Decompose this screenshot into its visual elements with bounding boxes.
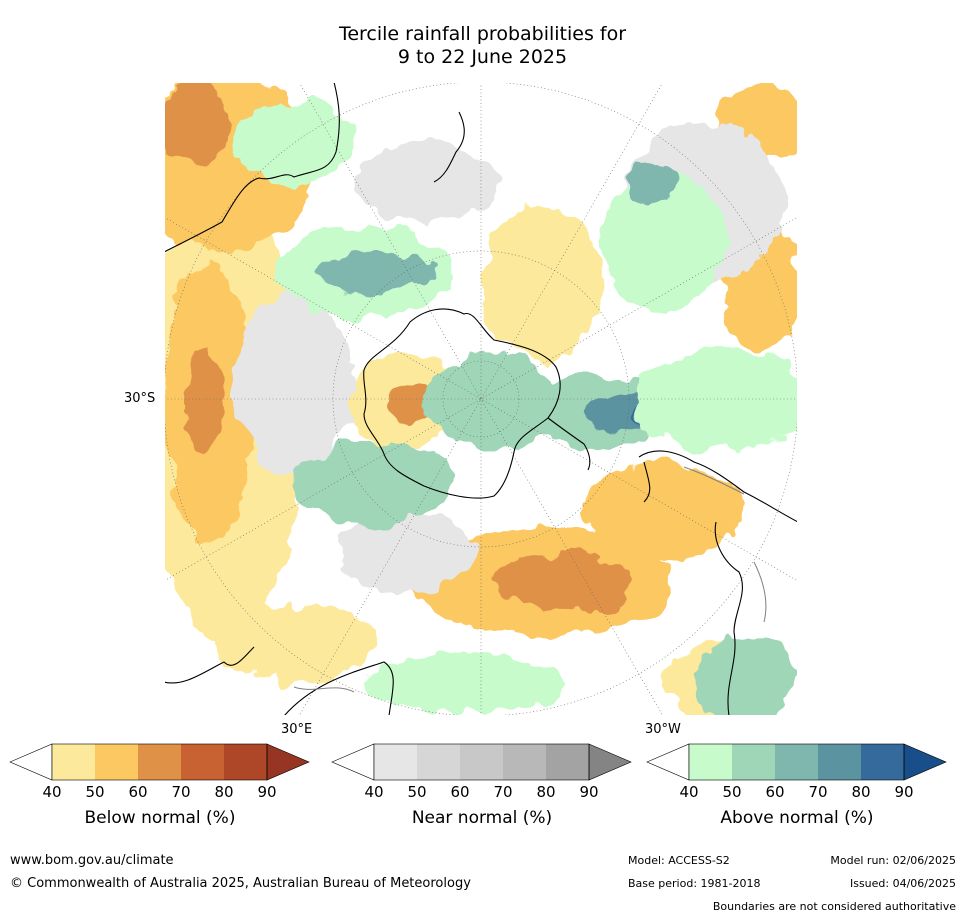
colorbar-swatch — [224, 744, 267, 780]
issued-date: Issued: 04/06/2025 — [849, 877, 956, 890]
colorbar-under-arrow — [331, 743, 375, 781]
model-name: Model: ACCESS-S2 — [628, 854, 730, 867]
colorbar-tick: 80 — [536, 783, 556, 801]
country-borders — [293, 466, 767, 693]
map-title-line-1: Tercile rainfall probabilities for — [338, 23, 627, 45]
colorbar-over-arrow — [266, 743, 310, 781]
longitude-label-30w: 30°W — [645, 722, 681, 737]
colorbar-tick: 90 — [894, 783, 914, 801]
colorbar-tick: 70 — [171, 783, 191, 801]
website-link[interactable]: www.bom.gov.au/climate — [10, 853, 174, 868]
colorbar-tick: 60 — [450, 783, 470, 801]
colorbar-tick: 40 — [42, 783, 62, 801]
colorbar-swatch — [818, 744, 861, 780]
colorbar-tick: 40 — [679, 783, 699, 801]
longitude-label-30e: 30°E — [281, 722, 313, 737]
map-title-line-2: 9 to 22 June 2025 — [397, 46, 568, 68]
colorbar-tick: 60 — [765, 783, 785, 801]
base-period: Base period: 1981-2018 — [628, 877, 761, 890]
colorbar-swatch — [503, 744, 546, 780]
colorbar-swatch — [861, 744, 904, 780]
colorbar-tick: 50 — [85, 783, 105, 801]
map-graticule — [164, 82, 798, 716]
colorbar-tick: 70 — [493, 783, 513, 801]
colorbar-label-near-normal: Near normal (%) — [411, 808, 553, 828]
latitude-label-30s: 30°S — [124, 391, 156, 406]
probability-fields — [164, 82, 798, 716]
colorbar-tick: 40 — [364, 783, 384, 801]
colorbar-swatch — [417, 744, 460, 780]
colorbar-swatch — [52, 744, 95, 780]
colorbar-tick: 90 — [257, 783, 277, 801]
probability-map — [164, 82, 798, 716]
colorbar-swatch — [732, 744, 775, 780]
colorbar-over-arrow — [588, 743, 632, 781]
colorbar-above-normal — [646, 743, 947, 781]
colorbar-under-arrow — [646, 743, 690, 781]
colorbar-label-below-normal: Below normal (%) — [84, 808, 236, 828]
colorbar-tick: 80 — [214, 783, 234, 801]
colorbar-swatch — [460, 744, 503, 780]
colorbar-tick: 60 — [128, 783, 148, 801]
colorbar-below-normal — [9, 743, 310, 781]
colorbar-swatch — [181, 744, 224, 780]
colorbar-tick: 50 — [722, 783, 742, 801]
colorbar-swatch — [546, 744, 589, 780]
colorbar-label-above-normal: Above normal (%) — [720, 808, 874, 828]
colorbar-swatch — [95, 744, 138, 780]
colorbar-under-arrow — [9, 743, 53, 781]
model-run-date: Model run: 02/06/2025 — [830, 854, 956, 867]
coastlines — [164, 82, 798, 716]
colorbar-swatch — [689, 744, 732, 780]
boundaries-disclaimer: Boundaries are not considered authoritat… — [712, 900, 956, 913]
colorbar-swatch — [138, 744, 181, 780]
colorbar-tick: 90 — [579, 783, 599, 801]
colorbar-swatch — [775, 744, 818, 780]
copyright-notice: © Commonwealth of Australia 2025, Austra… — [10, 876, 471, 891]
colorbar-over-arrow — [903, 743, 947, 781]
colorbar-swatch — [374, 744, 417, 780]
colorbar-near-normal — [331, 743, 632, 781]
colorbar-tick: 80 — [851, 783, 871, 801]
colorbar-tick: 70 — [808, 783, 828, 801]
colorbar-tick: 50 — [407, 783, 427, 801]
